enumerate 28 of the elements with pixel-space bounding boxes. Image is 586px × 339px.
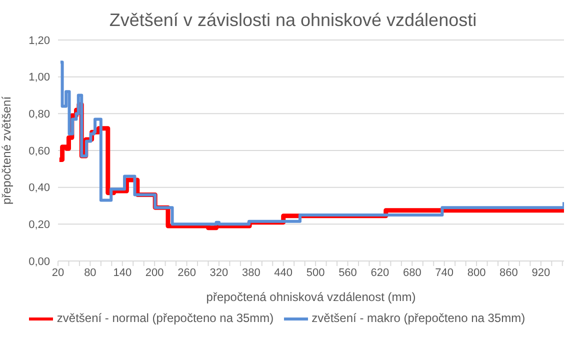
x-tick-label: 560 — [338, 266, 357, 279]
y-tick-label: 0,80 — [28, 108, 50, 121]
x-tick-label: 680 — [402, 266, 422, 279]
x-tick-label: 920 — [532, 266, 550, 279]
x-tick-label: 200 — [145, 266, 164, 279]
x-tick-label: 320 — [210, 266, 228, 279]
x-tick-label: 260 — [178, 266, 196, 279]
x-tick-label: 860 — [500, 266, 518, 279]
y-axis-title: přepočtené zvětšení — [0, 96, 14, 205]
x-axis-title: přepočtená ohnisková vzdálenost (mm) — [206, 290, 416, 304]
x-tick-label: 80 — [84, 266, 96, 279]
legend-label: zvětšení - normal (přepočteno na 35mm) — [56, 311, 274, 326]
chart-title: Zvětšení v závislosti na ohniskové vzdálenosti — [108, 10, 478, 31]
x-tick-label: 500 — [306, 266, 325, 279]
legend-label: zvětšení - makro (přepočteno na 35mm) — [312, 311, 526, 326]
x-tick-label: 380 — [242, 266, 260, 279]
x-tick-label: 740 — [435, 266, 454, 279]
y-tick-label: 0,40 — [28, 182, 50, 194]
x-tick-label: 620 — [370, 266, 390, 279]
y-tick-label: 0,60 — [28, 145, 50, 158]
x-tick-label: 20 — [52, 266, 64, 279]
y-tick-label: 0,00 — [28, 256, 50, 268]
x-tick-label: 140 — [113, 266, 132, 279]
x-tick-label: 800 — [467, 266, 486, 279]
x-tick-label: 440 — [274, 266, 293, 279]
y-tick-label: 1,00 — [28, 72, 50, 84]
y-tick-label: 1,20 — [28, 34, 50, 47]
y-tick-label: 0,20 — [28, 219, 50, 232]
